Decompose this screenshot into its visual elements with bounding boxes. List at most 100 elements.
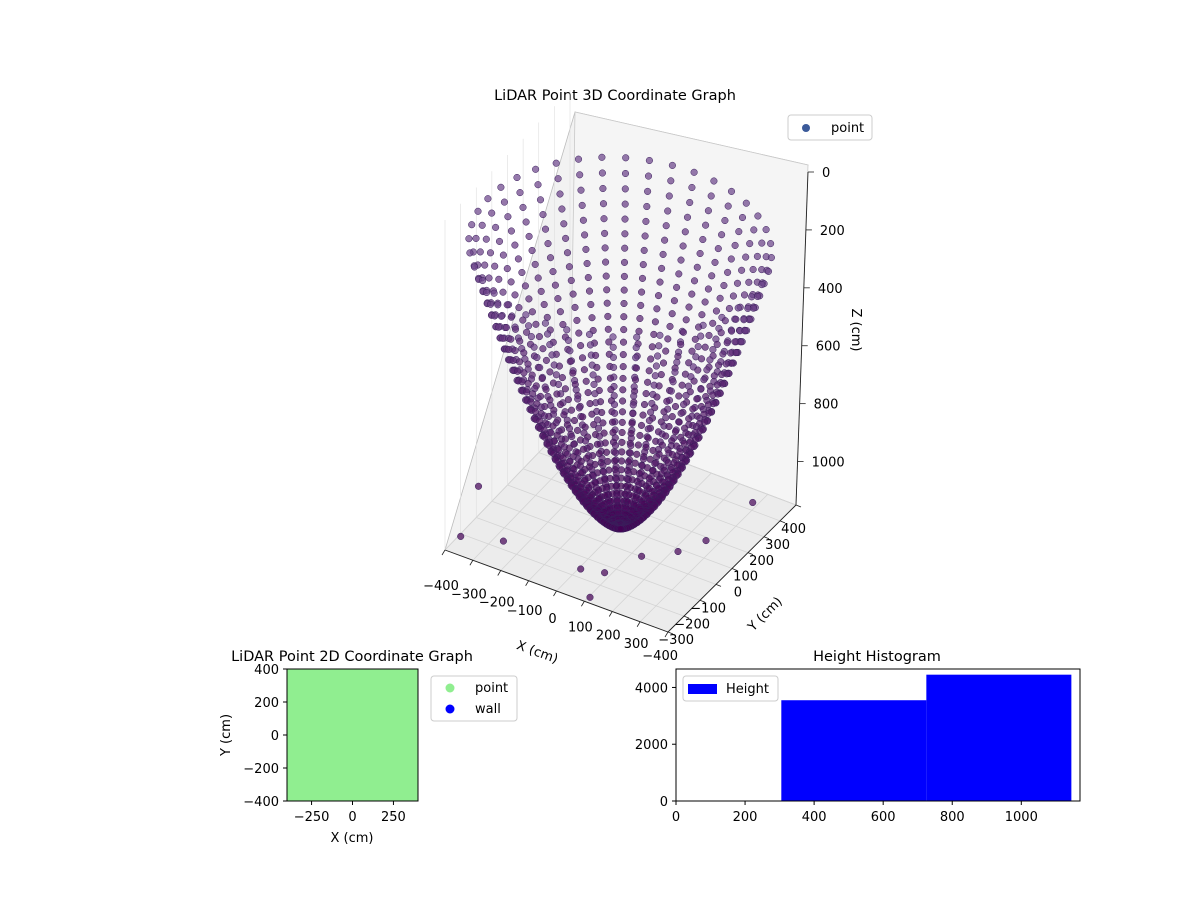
x-axis-3d-tick-label: 100 bbox=[568, 620, 593, 635]
data-point bbox=[606, 374, 614, 382]
chart-2d-x-tick-label: 0 bbox=[348, 810, 356, 825]
data-point bbox=[617, 525, 625, 533]
data-point bbox=[696, 249, 704, 258]
data-point bbox=[544, 240, 552, 248]
data-point bbox=[575, 404, 583, 412]
data-point bbox=[731, 241, 739, 249]
data-point bbox=[588, 410, 596, 418]
data-point bbox=[487, 300, 495, 308]
data-point bbox=[636, 314, 644, 323]
data-point bbox=[559, 320, 567, 329]
data-point bbox=[485, 274, 493, 282]
data-point bbox=[621, 244, 629, 252]
y-axis-3d-tick bbox=[731, 568, 738, 571]
data-point bbox=[534, 274, 542, 282]
data-point bbox=[585, 287, 594, 295]
data-point bbox=[472, 234, 480, 242]
x-axis-3d-title: X (cm) bbox=[514, 638, 560, 667]
y-axis-3d-tick-label: 200 bbox=[749, 554, 774, 569]
z-axis-3d-tick-label: 800 bbox=[814, 398, 839, 413]
data-point bbox=[764, 267, 773, 275]
y-axis-3d-tick-label: 400 bbox=[781, 522, 806, 537]
chart-3d: LiDAR Point 3D Coordinate Graph −400−300… bbox=[423, 88, 873, 667]
data-point bbox=[610, 363, 618, 371]
data-point bbox=[688, 290, 696, 298]
data-point bbox=[629, 410, 637, 418]
data-point bbox=[564, 336, 572, 344]
data-point bbox=[632, 364, 640, 372]
data-point bbox=[492, 223, 500, 231]
data-point bbox=[565, 263, 573, 271]
data-point bbox=[675, 270, 683, 278]
data-point bbox=[470, 263, 479, 271]
data-point bbox=[652, 362, 660, 370]
data-point bbox=[702, 221, 710, 229]
data-point bbox=[609, 343, 617, 351]
data-point bbox=[740, 291, 749, 299]
data-point bbox=[638, 274, 647, 282]
data-point bbox=[611, 441, 620, 450]
data-point bbox=[704, 207, 712, 215]
data-point bbox=[677, 409, 685, 417]
data-point bbox=[488, 209, 496, 217]
data-point bbox=[548, 351, 556, 359]
legend-point-marker bbox=[802, 124, 810, 132]
data-point bbox=[567, 406, 576, 414]
data-point bbox=[693, 263, 701, 271]
data-point bbox=[554, 380, 563, 388]
data-point bbox=[611, 457, 619, 465]
data-point bbox=[516, 189, 524, 197]
data-point bbox=[593, 363, 601, 371]
x-axis-3d-tick bbox=[608, 611, 613, 617]
data-point bbox=[585, 330, 594, 338]
data-point bbox=[528, 308, 536, 316]
data-point bbox=[725, 304, 733, 313]
data-point bbox=[544, 330, 552, 338]
data-point bbox=[694, 343, 702, 351]
data-point bbox=[607, 386, 615, 394]
data-point bbox=[618, 457, 626, 465]
data-point bbox=[750, 226, 758, 234]
data-point bbox=[604, 325, 612, 333]
x-axis-3d-tick-label: −100 bbox=[507, 604, 543, 619]
histogram-y-tick-label: 4000 bbox=[635, 681, 668, 696]
x-axis-3d-tick bbox=[525, 580, 529, 586]
data-point bbox=[732, 315, 740, 323]
data-point bbox=[554, 295, 562, 303]
data-point bbox=[712, 307, 720, 315]
data-point bbox=[499, 288, 507, 296]
legend-wall-marker bbox=[445, 704, 455, 714]
data-point bbox=[563, 249, 572, 257]
data-point bbox=[583, 259, 591, 268]
data-point bbox=[576, 171, 584, 179]
data-point bbox=[502, 323, 510, 332]
data-point bbox=[690, 377, 698, 385]
data-point bbox=[601, 229, 609, 237]
data-point bbox=[708, 272, 716, 280]
data-point bbox=[528, 246, 536, 255]
data-point bbox=[649, 446, 657, 454]
data-point bbox=[749, 498, 757, 507]
x-axis-3d-tick-label: 200 bbox=[596, 629, 621, 644]
data-point bbox=[618, 448, 626, 456]
data-point bbox=[754, 292, 762, 301]
z-axis-3d-title: Z (cm) bbox=[848, 309, 863, 352]
data-point bbox=[673, 283, 681, 291]
data-point bbox=[620, 326, 628, 334]
data-point bbox=[478, 221, 486, 229]
data-point bbox=[671, 428, 680, 436]
data-point bbox=[758, 239, 766, 247]
x-axis-3d-tick bbox=[441, 549, 446, 556]
data-point bbox=[611, 409, 619, 417]
data-point bbox=[762, 226, 770, 234]
data-point bbox=[601, 244, 609, 252]
data-point bbox=[538, 374, 546, 383]
z-axis-3d-tick-label: 1000 bbox=[812, 456, 845, 471]
y-axis-3d-tick bbox=[715, 584, 722, 587]
x-axis-3d-tick bbox=[553, 590, 557, 597]
data-point bbox=[754, 212, 762, 220]
data-point bbox=[555, 362, 563, 370]
data-point bbox=[591, 390, 599, 398]
data-point bbox=[642, 390, 650, 398]
data-point bbox=[694, 366, 702, 374]
